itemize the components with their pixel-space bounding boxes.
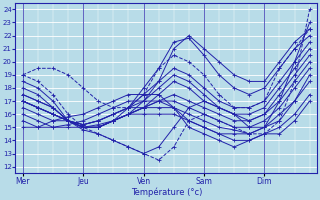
X-axis label: Température (°c): Température (°c) [131,188,202,197]
